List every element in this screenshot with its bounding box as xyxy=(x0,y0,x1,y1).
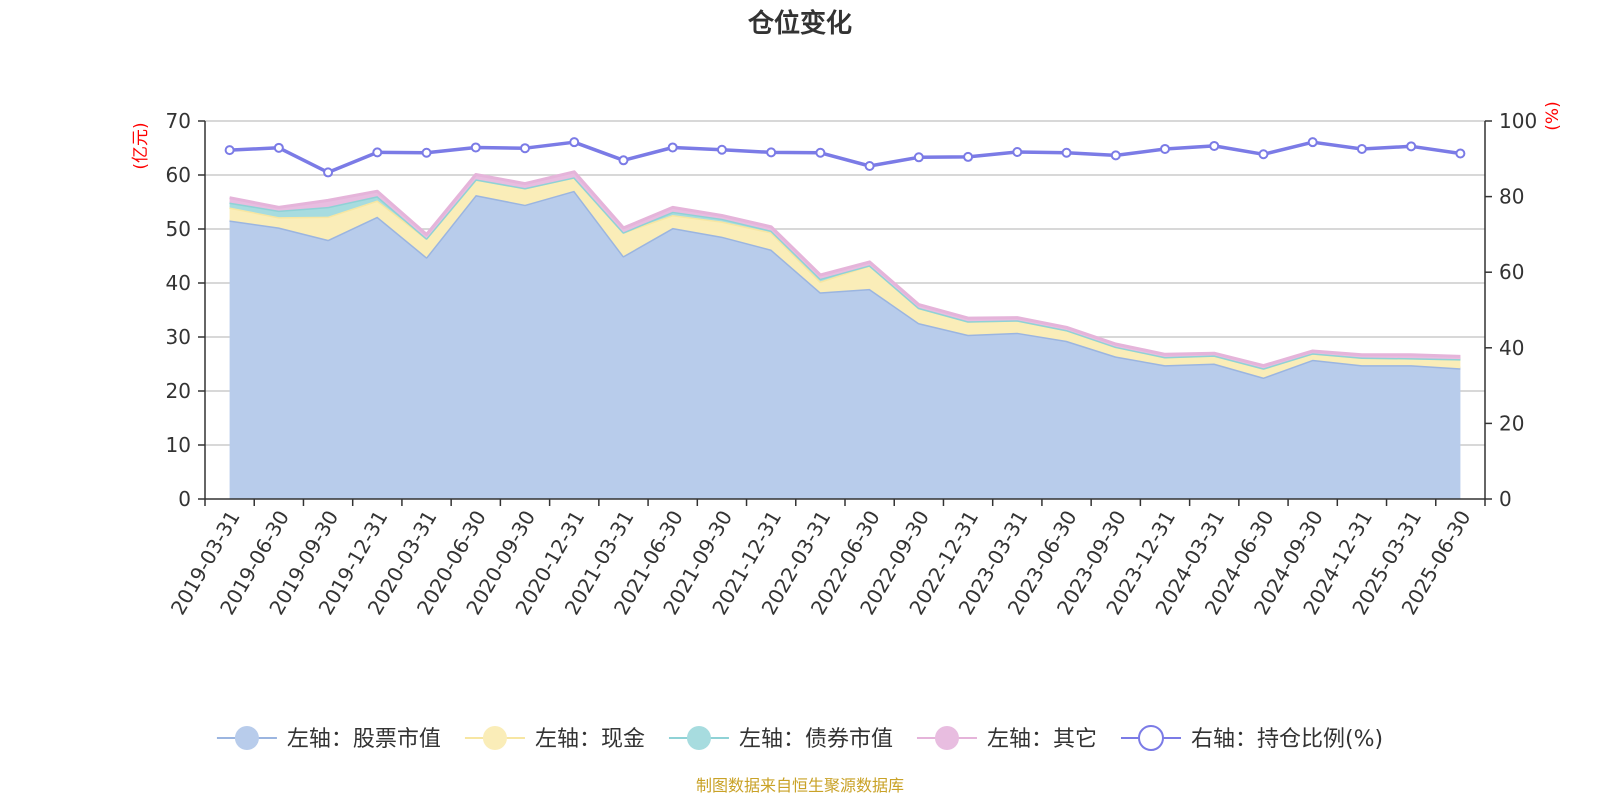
ratio-point[interactable] xyxy=(1406,141,1417,152)
left-axis-tick-label: 70 xyxy=(166,109,191,133)
area-fill xyxy=(229,190,1461,499)
ratio-point[interactable] xyxy=(1012,146,1023,157)
ratio-line xyxy=(229,140,1461,175)
legend-item[interactable]: 左轴：其它 xyxy=(916,726,1097,752)
ratio-point[interactable] xyxy=(1307,137,1318,148)
legend-hollow-circle-icon xyxy=(1137,725,1164,751)
ratio-point[interactable] xyxy=(667,142,678,153)
left-axis-tick-label: 10 xyxy=(166,433,191,457)
legend-label: 右轴：持仓比例(%) xyxy=(1191,727,1383,752)
right-axis-tick-label: 60 xyxy=(1499,260,1524,284)
legend-label: 左轴：其它 xyxy=(987,727,1097,752)
legend-item[interactable]: 左轴：现金 xyxy=(464,726,645,752)
ratio-point[interactable] xyxy=(815,147,826,158)
chart-title: 仓位变化 xyxy=(747,8,852,39)
legend-label: 左轴：现金 xyxy=(535,727,645,752)
ratio-point[interactable] xyxy=(470,142,481,153)
ratio-point[interactable] xyxy=(372,147,383,158)
ratio-point[interactable] xyxy=(569,137,580,148)
legend: 左轴：股票市值 左轴：现金 左轴：债券市值 左轴：其它 右轴：持仓比例(%) xyxy=(216,725,1383,752)
legend-filled-circle-icon xyxy=(234,726,259,750)
ratio-point[interactable] xyxy=(323,167,334,178)
ratio-point[interactable] xyxy=(520,143,530,154)
ratio-line-series xyxy=(224,137,1466,178)
ratio-point[interactable] xyxy=(273,142,284,153)
ratio-point[interactable] xyxy=(1209,140,1220,151)
area-series xyxy=(229,170,1461,499)
area-fill xyxy=(229,171,1461,369)
ratio-point[interactable] xyxy=(716,144,727,155)
ratio-point[interactable] xyxy=(1061,147,1072,158)
ratio-point[interactable] xyxy=(421,147,432,158)
ratio-point[interactable] xyxy=(963,151,974,162)
left-axis-unit: (亿元) xyxy=(131,122,151,169)
legend-filled-circle-icon xyxy=(934,726,959,750)
right-axis-tick-label: 100 xyxy=(1499,109,1537,133)
legend-filled-circle-icon xyxy=(686,726,711,750)
area-edge-line xyxy=(229,170,1461,368)
legend-item[interactable]: 右轴：持仓比例(%) xyxy=(1120,725,1383,752)
area-fill xyxy=(229,177,1461,378)
source-note: 制图数据来自恒生聚源数据库 xyxy=(696,776,904,795)
legend-filled-circle-icon xyxy=(482,726,507,750)
ratio-point[interactable] xyxy=(224,145,235,156)
right-axis-tick-label: 0 xyxy=(1499,487,1512,511)
left-axis-tick-label: 50 xyxy=(166,217,191,241)
ratio-point[interactable] xyxy=(618,155,629,166)
legend-item[interactable]: 左轴：股票市值 xyxy=(216,726,441,752)
ratio-point[interactable] xyxy=(1160,143,1170,154)
legend-label: 左轴：股票市值 xyxy=(287,727,441,752)
legend-label: 左轴：债券市值 xyxy=(739,727,893,752)
right-axis-tick-label: 20 xyxy=(1499,411,1524,435)
ratio-point[interactable] xyxy=(1455,148,1466,159)
right-axis-tick-label: 80 xyxy=(1499,185,1524,209)
ratio-point[interactable] xyxy=(1110,150,1121,161)
left-axis-tick-label: 30 xyxy=(166,325,191,349)
left-axis-tick-label: 40 xyxy=(166,271,191,295)
left-axis-tick-label: 20 xyxy=(166,379,191,403)
right-axis-unit: (%) xyxy=(1543,101,1563,130)
ratio-point[interactable] xyxy=(864,160,875,171)
legend-item[interactable]: 左轴：债券市值 xyxy=(668,726,893,752)
ratio-point[interactable] xyxy=(913,152,924,163)
ratio-point[interactable] xyxy=(1258,149,1269,160)
ratio-point[interactable] xyxy=(766,147,777,158)
left-axis-tick-label: 0 xyxy=(178,487,191,511)
ratio-point[interactable] xyxy=(1356,143,1367,154)
left-axis-tick-label: 60 xyxy=(166,163,191,187)
right-axis-tick-label: 40 xyxy=(1499,336,1524,360)
